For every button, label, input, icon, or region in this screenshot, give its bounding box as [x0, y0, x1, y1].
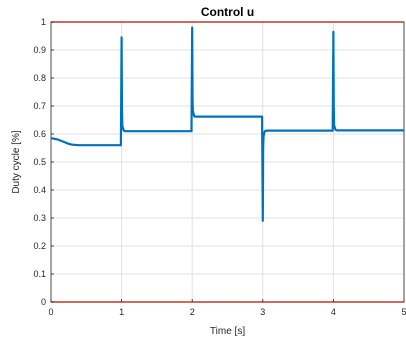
x-tick-label: 5 — [401, 307, 406, 317]
y-axis-title: Duty cycle [%] — [11, 130, 22, 194]
chart-title: Control u — [201, 5, 254, 19]
y-tick-label: 0.7 — [33, 101, 46, 111]
y-tick-label: 0.9 — [33, 45, 46, 55]
x-tick-label: 4 — [331, 307, 336, 317]
x-tick-label: 3 — [260, 307, 265, 317]
y-tick-label: 0.6 — [33, 129, 46, 139]
y-tick-label: 0 — [41, 297, 46, 307]
x-tick-label: 0 — [48, 307, 53, 317]
y-tick-label: 0.2 — [33, 241, 46, 251]
y-tick-label: 1 — [41, 17, 46, 27]
x-tick-label: 1 — [119, 307, 124, 317]
y-tick-label: 0.1 — [33, 269, 46, 279]
y-tick-label: 0.3 — [33, 213, 46, 223]
y-tick-label: 0.8 — [33, 73, 46, 83]
y-tick-label: 0.5 — [33, 157, 46, 167]
x-axis-title: Time [s] — [210, 326, 245, 337]
y-tick-label: 0.4 — [33, 185, 46, 195]
x-tick-label: 2 — [190, 307, 195, 317]
